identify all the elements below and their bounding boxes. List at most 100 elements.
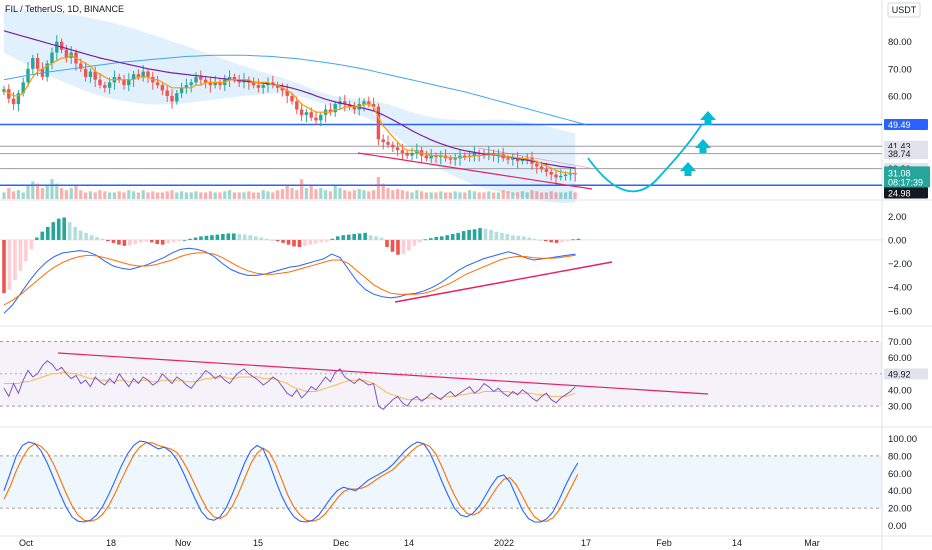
rsi-value-tag[interactable]: 49.92 — [884, 368, 928, 380]
candle-body — [539, 166, 544, 170]
macd-histogram-bar — [346, 234, 351, 240]
up-arrow-icon — [700, 111, 716, 125]
volume-bar — [228, 190, 232, 199]
up-arrow-icon — [680, 162, 696, 176]
date-label: 17 — [581, 538, 591, 548]
candle-body — [448, 158, 453, 160]
volume-bar — [194, 191, 198, 199]
candle-body — [563, 174, 568, 176]
volume-bar — [112, 192, 116, 199]
ma-long-line — [3, 54, 587, 125]
volume-bar — [69, 188, 73, 199]
candle-body — [251, 82, 256, 86]
macd-histogram-bar — [106, 239, 110, 242]
volume-bar — [93, 192, 97, 199]
rsi-value-tag-bg — [884, 368, 928, 380]
volume-bar — [439, 191, 443, 199]
volume-bar — [420, 191, 424, 199]
candle-body — [549, 171, 553, 175]
candle-body — [88, 71, 93, 77]
macd-panel — [0, 217, 882, 314]
candle-body — [170, 95, 174, 102]
candle-body — [362, 101, 366, 105]
macd-histogram-bar — [117, 239, 121, 245]
macd-histogram-bar — [149, 239, 154, 243]
date-label: Oct — [19, 538, 34, 548]
rsi-tick-label: 70.00 — [888, 337, 912, 348]
macd-histogram-bar — [325, 239, 329, 242]
date-label: Mar — [804, 538, 820, 548]
macd-line — [3, 247, 576, 314]
volume-bar — [127, 190, 131, 199]
macd-histogram-bar — [40, 231, 45, 240]
level-tag[interactable]: 38.74 — [884, 148, 928, 160]
volume-bar — [333, 185, 337, 199]
level-tag[interactable]: 49.49 — [884, 118, 928, 130]
level-tag-bg — [884, 118, 928, 130]
volume-bar — [208, 191, 212, 199]
volume-bar — [304, 188, 308, 199]
macd-histogram-bar — [160, 239, 165, 245]
macd-histogram-bar — [232, 233, 236, 240]
stoch-tick-label: 80.00 — [888, 451, 912, 462]
candle-body — [50, 52, 54, 64]
candle-body — [463, 155, 467, 157]
macd-histogram-bar — [412, 239, 417, 246]
candle-body — [472, 152, 477, 156]
volume-bar — [21, 192, 25, 199]
macd-histogram-bar — [171, 239, 176, 243]
drawings[interactable] — [57, 111, 716, 395]
candle-body — [568, 173, 573, 175]
macd-histogram-bar — [221, 234, 225, 240]
macd-histogram-bar — [155, 239, 160, 245]
volume-bar — [535, 191, 539, 199]
volume-bar — [252, 192, 256, 199]
macd-histogram-bar — [111, 239, 116, 243]
level-tag-text: 41.43 — [888, 142, 911, 152]
candle-body — [122, 79, 126, 86]
volume-tag[interactable]: 24.98 — [884, 187, 928, 199]
candle-body — [515, 158, 520, 162]
macd-histogram-bar — [7, 239, 12, 290]
volume-bar — [520, 191, 524, 199]
volume-bar — [280, 189, 284, 199]
macd-histogram-bar — [363, 232, 367, 240]
candle-body — [439, 155, 443, 157]
volume-bar — [180, 191, 184, 199]
macd-histogram-bar — [439, 236, 444, 240]
macd-histogram-bar — [554, 239, 559, 243]
volume-bar — [429, 192, 433, 199]
candle-body — [21, 82, 25, 94]
volume-bar — [568, 191, 572, 199]
volume-bar — [108, 192, 112, 199]
price-axis[interactable]: 80.00 70.00 60.00 2.00 0.00 −2.00 −4.00 −6.00 70… — [884, 37, 930, 532]
date-label: Feb — [656, 538, 672, 548]
volume-bar — [472, 191, 476, 199]
volume-bar — [60, 188, 64, 199]
time-axis[interactable]: Oct 18 Nov 15 Dec 14 2022 17 Feb 14 Mar — [19, 538, 820, 548]
chart-header: FIL / TetherUS, 1D, BINANCE — [5, 4, 124, 14]
last-price-bg — [884, 166, 930, 188]
macd-histogram-bar — [538, 239, 543, 241]
macd-histogram-bar — [374, 236, 378, 240]
candle-body — [131, 74, 136, 80]
candle-body — [136, 74, 141, 77]
macd-histogram-bar — [78, 230, 83, 240]
volume-bar — [189, 192, 193, 199]
candle-body — [314, 117, 318, 121]
macd-histogram-bar — [292, 239, 296, 247]
ma-slow-line — [3, 30, 576, 169]
macd-histogram-bar — [330, 238, 335, 240]
currency-button[interactable]: USDT — [887, 2, 921, 18]
horizontal-levels[interactable] — [0, 123, 882, 187]
macd-histogram-bar — [357, 233, 362, 240]
macd-histogram-bar — [29, 239, 34, 250]
volume-bar — [276, 190, 280, 199]
macd-histogram-bar — [45, 226, 50, 240]
candle-body — [55, 41, 59, 53]
volume-bar — [103, 191, 107, 199]
volume-bar — [271, 192, 275, 199]
macd-histogram-bar — [13, 239, 17, 281]
